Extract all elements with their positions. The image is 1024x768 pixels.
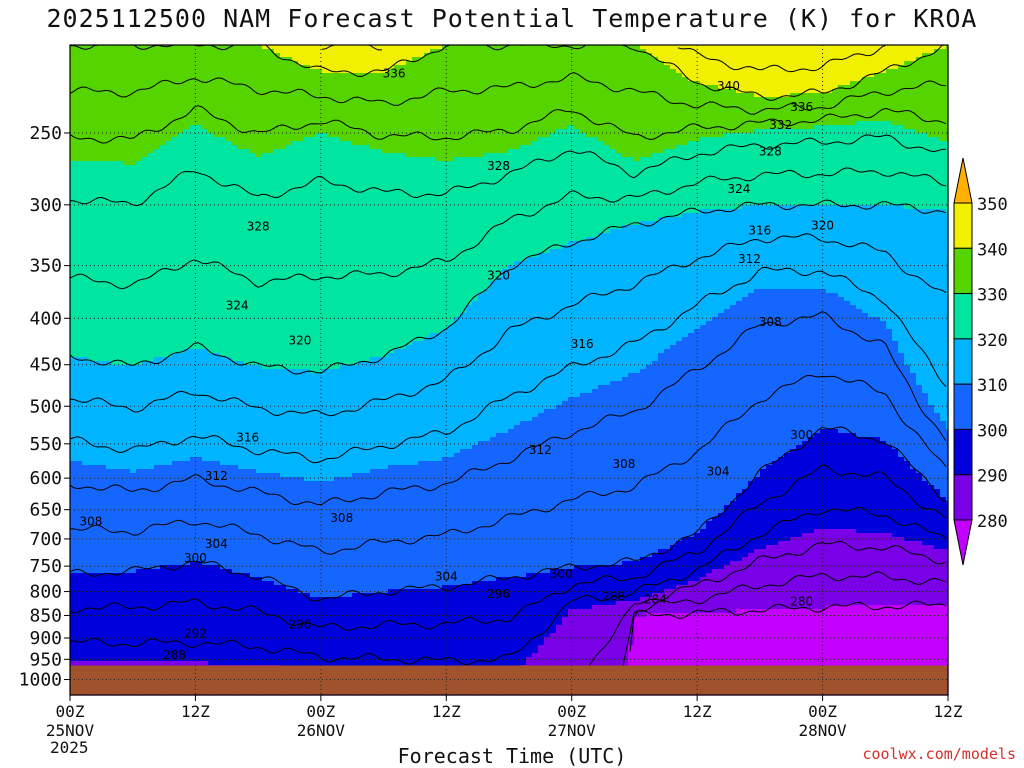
contour-label: 284 xyxy=(644,592,667,606)
y-tick-label: 1000 xyxy=(19,670,62,691)
contour-label: 312 xyxy=(205,469,228,483)
contour-label: 308 xyxy=(613,457,636,471)
x-tick-date-label: 28NOV xyxy=(798,721,847,740)
contour-label: 308 xyxy=(330,511,353,525)
x-tick-label: 00Z xyxy=(306,702,335,721)
y-tick-label: 600 xyxy=(29,468,62,489)
colorbar-label: 290 xyxy=(977,467,1008,487)
colorbar-swatch xyxy=(954,203,972,248)
colorbar-swatch xyxy=(954,339,972,384)
contour-label: 300 xyxy=(790,428,813,442)
contour-label: 336 xyxy=(383,67,406,81)
colorbar-extend-top xyxy=(954,158,972,203)
y-tick-label: 300 xyxy=(29,195,62,216)
x-tick-label: 12Z xyxy=(181,702,210,721)
x-tick-date-label: 26NOV xyxy=(297,721,346,740)
contour-label: 324 xyxy=(727,182,750,196)
contour-label: 316 xyxy=(748,223,771,237)
y-tick-label: 900 xyxy=(29,628,62,649)
contour-label: 316 xyxy=(571,337,594,351)
y-tick-label: 250 xyxy=(29,123,62,144)
x-tick-date-label: 27NOV xyxy=(548,721,597,740)
y-tick-label: 800 xyxy=(29,582,62,603)
contour-label: 328 xyxy=(247,220,270,234)
x-tick-label: 00Z xyxy=(557,702,586,721)
contour-label: 288 xyxy=(602,589,625,603)
colorbar-extend-bottom xyxy=(954,520,972,565)
x-tick-label: 00Z xyxy=(808,702,837,721)
y-tick-label: 700 xyxy=(29,529,62,550)
contour-label: 320 xyxy=(487,269,510,283)
contour-label: 296 xyxy=(487,587,510,601)
x-tick-label: 12Z xyxy=(432,702,461,721)
colorbar-label: 340 xyxy=(977,240,1008,260)
colorbar-label: 350 xyxy=(977,195,1008,215)
contour-label: 304 xyxy=(205,537,228,551)
y-tick-label: 550 xyxy=(29,434,62,455)
contour-label: 300 xyxy=(184,551,207,565)
colorbar-swatch xyxy=(954,248,972,293)
y-tick-label: 350 xyxy=(29,256,62,277)
contour-label: 304 xyxy=(707,465,730,479)
colorbar-swatch xyxy=(954,384,972,429)
colorbar-label: 330 xyxy=(977,286,1008,306)
colorbar-label: 320 xyxy=(977,331,1008,351)
contour-label: 308 xyxy=(759,315,782,329)
contour-label: 320 xyxy=(288,333,311,347)
contour-label: 308 xyxy=(79,515,102,529)
y-tick-label: 650 xyxy=(29,500,62,521)
contour-label: 312 xyxy=(738,252,761,266)
colorbar-swatch xyxy=(954,475,972,520)
contour-label: 336 xyxy=(790,100,813,114)
x-tick-label: 12Z xyxy=(683,702,712,721)
colorbar-swatch xyxy=(954,294,972,339)
contour-label: 304 xyxy=(435,569,458,583)
contour-label: 324 xyxy=(226,298,249,312)
y-tick-label: 450 xyxy=(29,355,62,376)
contour-label: 296 xyxy=(288,618,311,632)
credit-link[interactable]: coolwx.com/models xyxy=(862,745,1016,763)
contour-label: 288 xyxy=(163,648,186,662)
contour-label: 300 xyxy=(550,567,573,581)
colorbar-label: 280 xyxy=(977,512,1008,532)
contour-label: 320 xyxy=(811,218,834,232)
contour-label: 340 xyxy=(717,79,740,93)
contour-label: 332 xyxy=(769,118,792,132)
y-tick-label: 750 xyxy=(29,556,62,577)
ground-surface xyxy=(70,665,948,695)
x-tick-label: 00Z xyxy=(56,702,85,721)
contour-label: 292 xyxy=(184,627,207,641)
y-tick-label: 850 xyxy=(29,605,62,626)
contour-label: 280 xyxy=(790,594,813,608)
colorbar-label: 300 xyxy=(977,421,1008,441)
colorbar-label: 310 xyxy=(977,376,1008,396)
contour-label: 316 xyxy=(236,430,259,444)
contour-label: 328 xyxy=(759,144,782,158)
y-tick-label: 950 xyxy=(29,649,62,670)
contour-label: 328 xyxy=(487,159,510,173)
colorbar-swatch xyxy=(954,429,972,474)
y-tick-label: 400 xyxy=(29,308,62,329)
y-tick-label: 500 xyxy=(29,396,62,417)
x-tick-label: 12Z xyxy=(934,702,963,721)
contour-label: 312 xyxy=(529,443,552,457)
